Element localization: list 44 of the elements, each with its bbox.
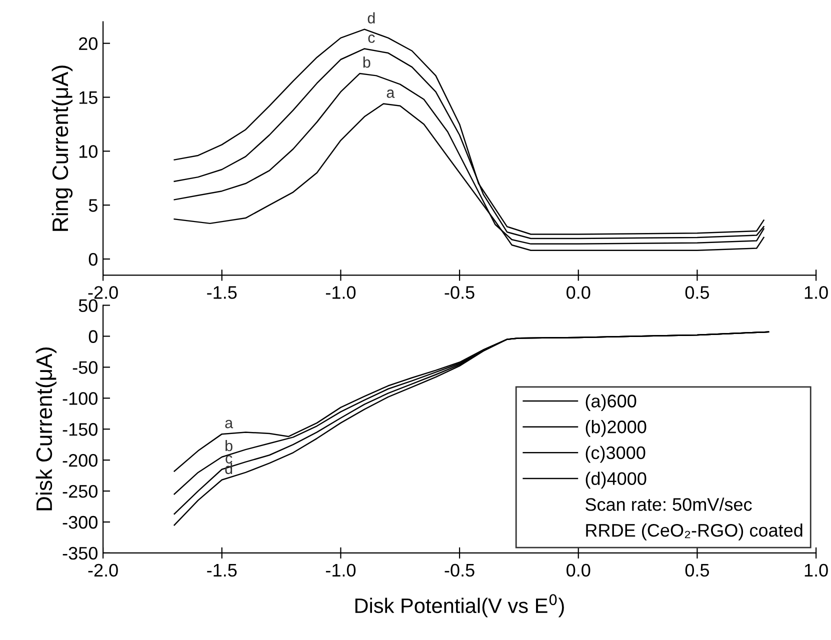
y-tick-label: -100 — [62, 392, 98, 405]
y-tick-label: -250 — [62, 484, 98, 498]
annotation: c — [368, 34, 375, 43]
y-tick-label: 0 — [88, 252, 98, 266]
annotation: b — [363, 56, 370, 68]
annotation: d — [368, 12, 375, 24]
y-tick-label: -150 — [62, 423, 98, 436]
legend-label: (a)600 — [586, 394, 636, 412]
x-tick-label: -1.0 — [326, 564, 356, 577]
annotation: b — [226, 440, 232, 452]
annotation: c — [226, 455, 232, 464]
y-tick-label: -50 — [72, 361, 98, 374]
x-tick-label: -2.0 — [88, 286, 118, 299]
y-tick-label: 50 — [78, 299, 98, 312]
annotation: a — [386, 90, 395, 98]
y-tick-label: 0 — [88, 330, 98, 343]
y-tick-label: 5 — [88, 199, 98, 212]
x-tick-label: -1.0 — [326, 286, 356, 299]
x-tick-label: 0.0 — [566, 286, 590, 299]
x-tick-label: 1.0 — [804, 286, 828, 299]
x-tick-label: -0.5 — [444, 286, 474, 299]
annotation: a — [225, 420, 234, 428]
x-tick-label: 0.5 — [685, 564, 710, 577]
x-tick-label: 0.0 — [566, 564, 590, 577]
y-tick-label: -350 — [62, 546, 98, 560]
legend-label: (d)4000 — [586, 472, 646, 489]
x-tick-label: -1.5 — [207, 286, 237, 299]
x-tick-label: 1.0 — [804, 564, 828, 577]
x-tick-label: -2.0 — [88, 564, 118, 577]
legend-label: (b)2000 — [586, 420, 646, 437]
annotation: Scan rate: 50mV/sec — [586, 498, 752, 511]
x-tick-label: 0.5 — [685, 286, 710, 299]
x-axis-title: Disk Potential(V vs E$^{0}$) — [355, 594, 564, 618]
y-tick-label: -200 — [62, 454, 98, 467]
y-tick-label: 20 — [79, 37, 98, 50]
x-tick-label: -0.5 — [444, 564, 474, 577]
y-axis-title: Disk Current(μA) — [36, 348, 56, 510]
x-tick-label: -1.5 — [207, 564, 237, 577]
annotation: RRDE (CeO₂-RGO) coated — [586, 523, 802, 540]
y-tick-label: 10 — [79, 145, 98, 158]
y-tick-label: -300 — [62, 516, 98, 529]
y-axis-title: Ring Current(μA) — [52, 66, 73, 231]
legend-label: (c)3000 — [586, 446, 646, 463]
y-tick-label: 15 — [79, 91, 98, 104]
